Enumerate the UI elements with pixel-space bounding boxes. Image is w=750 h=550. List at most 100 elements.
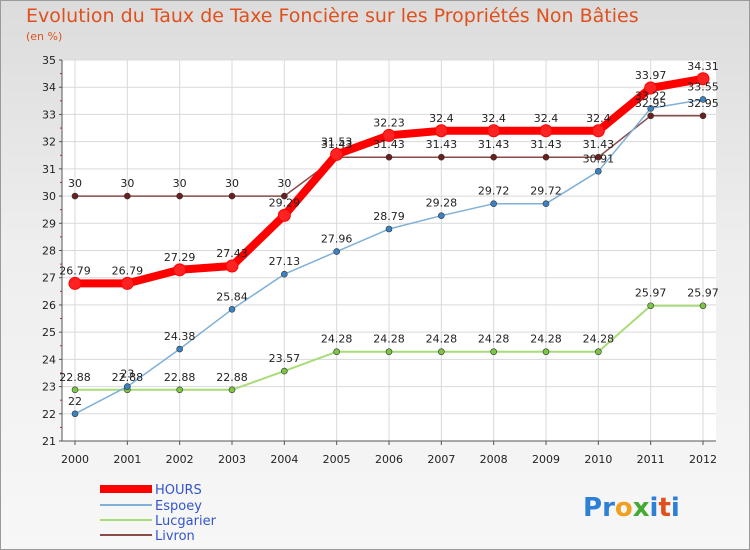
series-points bbox=[68, 72, 710, 418]
data-point-hours bbox=[120, 276, 134, 290]
x-tick-label: 2000 bbox=[61, 453, 89, 466]
data-point-livron bbox=[647, 112, 654, 120]
data-point-hours bbox=[225, 259, 239, 273]
data-label-espoey: 25.84 bbox=[216, 290, 248, 303]
x-tick-label: 2004 bbox=[270, 453, 298, 466]
data-label-lucgarier: 25.97 bbox=[635, 287, 667, 300]
data-label-livron: 30 bbox=[173, 177, 187, 190]
data-label-espoey: 24.38 bbox=[164, 330, 196, 343]
series-labels: 30 30 30 30 30 31.43 31.43 31.43 31.43 31.43 31.43… bbox=[59, 60, 719, 408]
data-point-lucgarier bbox=[385, 348, 393, 356]
data-point-espoey bbox=[281, 270, 288, 278]
y-tick-label: 28 bbox=[42, 245, 56, 258]
data-label-espoey: 22 bbox=[68, 395, 82, 408]
data-label-hours: 32.4 bbox=[586, 112, 611, 125]
data-point-lucgarier bbox=[176, 386, 183, 394]
data-point-espoey bbox=[228, 305, 236, 313]
data-point-livron bbox=[124, 192, 131, 200]
data-label-livron: 30 bbox=[120, 177, 134, 190]
x-tick-label: 2007 bbox=[427, 453, 455, 466]
y-unit-label: (en %) bbox=[26, 30, 63, 43]
data-point-hours bbox=[487, 124, 501, 138]
data-label-espoey: 29.72 bbox=[478, 185, 510, 198]
logo-letter: r bbox=[602, 493, 615, 523]
y-tick-label: 35 bbox=[42, 54, 56, 67]
logo-letter: i bbox=[650, 493, 659, 523]
data-point-livron bbox=[176, 192, 183, 200]
data-label-lucgarier: 25.97 bbox=[687, 287, 719, 300]
data-label-hours: 32.4 bbox=[534, 112, 559, 125]
data-point-hours bbox=[434, 124, 448, 138]
x-tick-label: 2003 bbox=[218, 453, 246, 466]
data-point-hours bbox=[277, 208, 291, 222]
data-label-lucgarier: 24.28 bbox=[321, 333, 353, 346]
data-label-hours: 27.29 bbox=[164, 251, 196, 264]
data-label-lucgarier: 22.88 bbox=[59, 371, 91, 384]
data-point-hours bbox=[539, 124, 553, 138]
data-point-espoey bbox=[71, 410, 79, 418]
data-point-livron bbox=[385, 153, 393, 161]
data-label-hours: 26.79 bbox=[59, 264, 91, 277]
data-label-espoey: 30.91 bbox=[583, 152, 615, 165]
legend-label-lucgarier: Lucgarier bbox=[155, 514, 217, 529]
data-point-lucgarier bbox=[595, 348, 602, 356]
legend-label-livron: Livron bbox=[155, 529, 195, 544]
data-label-lucgarier: 24.28 bbox=[478, 333, 510, 346]
data-label-lucgarier: 22.88 bbox=[216, 371, 248, 384]
logo-letter: o bbox=[615, 493, 633, 523]
data-label-espoey: 27.13 bbox=[269, 255, 301, 268]
legend-label-hours: HOURS bbox=[155, 483, 202, 498]
data-point-hours bbox=[68, 276, 82, 290]
y-tick-label: 34 bbox=[42, 81, 56, 94]
chart-title: Evolution du Taux de Taxe Foncière sur l… bbox=[26, 5, 639, 27]
data-label-livron: 31.43 bbox=[426, 138, 458, 151]
x-tick-label: 2008 bbox=[480, 453, 508, 466]
data-label-livron: 31.43 bbox=[373, 138, 405, 151]
data-label-hours: 27.43 bbox=[216, 247, 248, 260]
data-label-lucgarier: 24.28 bbox=[373, 333, 405, 346]
x-tick-label: 2002 bbox=[166, 453, 194, 466]
logo-letter: P bbox=[583, 493, 602, 523]
data-label-lucgarier: 24.28 bbox=[583, 333, 615, 346]
data-point-lucgarier bbox=[228, 386, 236, 394]
data-point-livron bbox=[438, 153, 445, 161]
data-point-lucgarier bbox=[699, 302, 707, 310]
data-point-lucgarier bbox=[542, 348, 550, 356]
data-point-espoey bbox=[647, 105, 654, 112]
data-point-livron bbox=[71, 192, 79, 200]
y-tick-label: 33 bbox=[42, 108, 56, 121]
data-label-hours: 32.4 bbox=[481, 112, 506, 125]
data-point-lucgarier bbox=[490, 348, 497, 356]
data-point-livron bbox=[699, 112, 707, 120]
data-point-hours bbox=[644, 81, 658, 95]
y-tick-label: 25 bbox=[42, 326, 56, 339]
data-label-espoey: 29.72 bbox=[530, 185, 562, 198]
y-tick-label: 23 bbox=[42, 381, 56, 394]
data-point-lucgarier bbox=[647, 302, 654, 310]
data-label-hours: 31.53 bbox=[321, 135, 353, 148]
y-tick-label: 24 bbox=[42, 353, 56, 366]
x-tick-label: 2012 bbox=[689, 453, 717, 466]
data-label-lucgarier: 24.28 bbox=[530, 333, 562, 346]
data-label-hours: 29.29 bbox=[269, 196, 301, 209]
x-tick-label: 2010 bbox=[584, 453, 612, 466]
data-point-hours bbox=[330, 147, 344, 161]
data-point-livron bbox=[490, 153, 497, 161]
data-point-espoey bbox=[385, 225, 393, 233]
data-point-espoey bbox=[699, 96, 707, 103]
data-label-livron: 30 bbox=[225, 177, 239, 190]
data-label-livron: 32.95 bbox=[635, 97, 667, 110]
data-point-livron bbox=[228, 192, 236, 200]
y-tick-label: 32 bbox=[42, 136, 56, 149]
data-label-espoey: 33.55 bbox=[687, 80, 719, 93]
data-label-livron: 31.43 bbox=[530, 138, 562, 151]
data-label-hours: 33.97 bbox=[635, 69, 667, 82]
data-label-livron: 30 bbox=[277, 177, 291, 190]
y-tick-label: 26 bbox=[42, 299, 56, 312]
axes: 21 22 23 24 25 26 27 28 29 30 31 32 33 34 35 2000 2001 20… bbox=[42, 54, 717, 466]
data-point-espoey bbox=[490, 200, 497, 207]
data-point-lucgarier bbox=[281, 367, 288, 375]
y-tick-label: 31 bbox=[42, 163, 56, 176]
